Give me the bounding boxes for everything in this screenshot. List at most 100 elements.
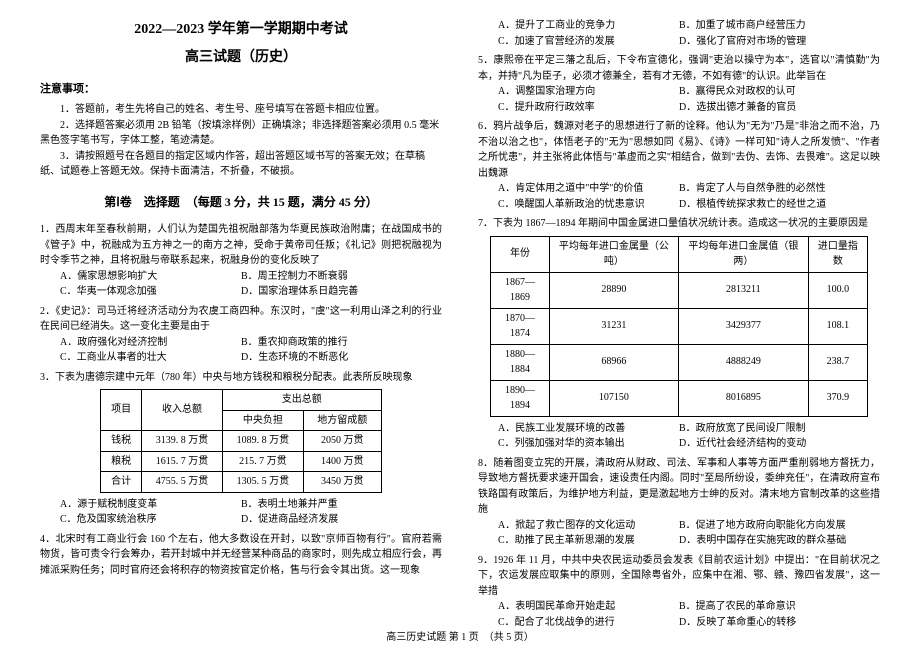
q6-opt-d: D．根植传统探求救亡的经世之道: [679, 197, 880, 213]
q8-opt-d: D．表明中国存在实施宪政的群众基础: [679, 533, 880, 549]
t1-r2c2: 1615. 7 万贯: [142, 451, 223, 472]
q5-opt-b: B．赢得民众对政权的认可: [679, 84, 880, 100]
q7-opt-d: D．近代社会经济结构的变动: [679, 436, 880, 452]
page-footer: 高三历史试题 第 1 页 （共 5 页）: [0, 628, 920, 643]
q1: 1．西周末年至春秋前期，人们认为楚国先祖祝融部落为华夏民族政治附庸；在战国成书的…: [40, 222, 442, 300]
q4: 4．北宋时有工商业行会 160 个左右，他大多数设在开封，以致"京师百物有行"。…: [40, 532, 442, 579]
q5-opt-a: A．调整国家治理方向: [478, 84, 679, 100]
t1-h1: 项目: [101, 390, 142, 431]
t1-r3c3: 1305. 5 万贯: [222, 472, 303, 493]
q3-table: 项目 收入总额 支出总额 中央负担 地方留成额 钱税 3139. 8 万贯 10…: [100, 389, 381, 493]
q2-opt-c: C．工商业从事者的壮大: [40, 350, 241, 366]
q3-stem: 3．下表为唐德宗建中元年（780 年）中央与地方钱税和粮税分配表。此表所反映现象: [40, 370, 442, 386]
notice-item-2: 2．选择题答案必须用 2B 铅笔（按填涂样例）正确填涂；非选择题答案必须用 0.…: [40, 118, 442, 148]
t2-r1c4: 100.0: [808, 272, 867, 308]
t2-r3c3: 4888249: [678, 344, 808, 380]
q4-opt-a: A．提升了工商业的竞争力: [478, 18, 679, 34]
t2-r2c3: 3429377: [678, 308, 808, 344]
notice-item-3: 3．请按照题号在各题目的指定区域内作答，超出答题区域书写的答案无效；在草稿纸、试…: [40, 149, 442, 179]
part1-title: 第Ⅰ卷 选择题 （每题 3 分，共 15 题，满分 45 分）: [40, 193, 442, 210]
q4-opt-b: B．加重了城市商户经营压力: [679, 18, 880, 34]
t1-r1c3: 1089. 8 万贯: [222, 431, 303, 452]
q5-options: A．调整国家治理方向 B．赢得民众对政权的认可 C．提升政府行政效率 D．选拔出…: [478, 84, 880, 115]
q6-opt-c: C．唤醒国人革新政治的忧患意识: [478, 197, 679, 213]
q9-options: A．表明国民革命开始走起 B．提高了农民的革命意识 C．配合了北伐战争的进行 D…: [478, 599, 880, 630]
q9-stem: 9．1926 年 11 月，中共中央农民运动委员会发表《目前农运计划》中提出："…: [478, 553, 880, 600]
notice-head: 注意事项：: [40, 80, 442, 96]
q1-opt-b: B．周王控制力不断衰弱: [241, 269, 442, 285]
q5-opt-c: C．提升政府行政效率: [478, 100, 679, 116]
q2: 2．《史记》：司马迁将经济活动分为农虞工商四种。东汉时，"虞"这一利用山泽之利的…: [40, 304, 442, 366]
t1-r1c2: 3139. 8 万贯: [142, 431, 223, 452]
t2-r3c2: 68966: [549, 344, 678, 380]
q5-stem: 5．康熙帝在平定三藩之乱后，下令布宣德化，强调"吏治以操守为本"，选官以"清慎勤…: [478, 53, 880, 84]
q1-stem: 1．西周末年至春秋前期，人们认为楚国先祖祝融部落为华夏民族政治附庸；在战国成书的…: [40, 222, 442, 269]
q4-stem: 4．北宋时有工商业行会 160 个左右，他大多数设在开封，以致"京师百物有行"。…: [40, 532, 442, 579]
q6: 6．鸦片战争后，魏源对老子的思想进行了新的诠释。他认为"无为"乃是"非治之而不治…: [478, 119, 880, 212]
q2-stem: 2．《史记》：司马迁将经济活动分为农虞工商四种。东汉时，"虞"这一利用山泽之利的…: [40, 304, 442, 335]
t1-r3c2: 4755. 5 万贯: [142, 472, 223, 493]
q8-opt-a: A．掀起了救亡图存的文化运动: [478, 518, 679, 534]
t1-h5: 地方留成额: [303, 410, 381, 431]
t2-r1c3: 2813211: [678, 272, 808, 308]
t1-h3: 支出总额: [222, 390, 381, 411]
q2-opt-a: A．政府强化对经济控制: [40, 335, 241, 351]
q6-options: A．肯定体用之道中"中学"的价值 B．肯定了人与自然争胜的必然性 C．唤醒国人革…: [478, 181, 880, 212]
t1-r2c4: 1400 万贯: [303, 451, 381, 472]
t2-r4c2: 107150: [549, 380, 678, 416]
t1-r2c1: 粮税: [101, 451, 142, 472]
q9: 9．1926 年 11 月，中共中央农民运动委员会发表《目前农运计划》中提出："…: [478, 553, 880, 631]
t1-r3c1: 合计: [101, 472, 142, 493]
q1-opt-c: C．华夷一体观念加强: [40, 284, 241, 300]
t2-h4: 进口量指数: [808, 236, 867, 272]
t2-r1c1: 1867—1869: [491, 272, 550, 308]
t2-r2c1: 1870—1874: [491, 308, 550, 344]
right-column: A．提升了工商业的竞争力 B．加重了城市商户经营压力 C．加速了官营经济的发展 …: [460, 18, 890, 641]
t2-h2: 平均每年进口金属量（公吨）: [549, 236, 678, 272]
q9-opt-a: A．表明国民革命开始走起: [478, 599, 679, 615]
q2-opt-b: B．重农抑商政策的推行: [241, 335, 442, 351]
t2-r3c4: 238.7: [808, 344, 867, 380]
q7-opt-b: B．政府放宽了民间设厂限制: [679, 421, 880, 437]
q9-opt-b: B．提高了农民的革命意识: [679, 599, 880, 615]
q6-stem: 6．鸦片战争后，魏源对老子的思想进行了新的诠释。他认为"无为"乃是"非治之而不治…: [478, 119, 880, 181]
q7-opt-a: A．民族工业发展环境的改善: [478, 421, 679, 437]
q6-opt-a: A．肯定体用之道中"中学"的价值: [478, 181, 679, 197]
t1-r1c4: 2050 万贯: [303, 431, 381, 452]
q1-opt-a: A．儒家思想影响扩大: [40, 269, 241, 285]
q4-options: A．提升了工商业的竞争力 B．加重了城市商户经营压力 C．加速了官营经济的发展 …: [478, 18, 880, 49]
q3-options: A．源于赋税制度变革 B．表明土地兼并严重 C．危及国家统治秩序 D．促进商品经…: [40, 497, 442, 528]
q4-opt-d: D．强化了官府对市场的管理: [679, 34, 880, 50]
q3-opt-c: C．危及国家统治秩序: [40, 512, 241, 528]
t2-r2c2: 31231: [549, 308, 678, 344]
q8-opt-c: C．助推了民主革新思潮的发展: [478, 533, 679, 549]
q7-options: A．民族工业发展环境的改善 B．政府放宽了民间设厂限制 C．列强加强对华的资本输…: [478, 421, 880, 452]
q2-options: A．政府强化对经济控制 B．重农抑商政策的推行 C．工商业从事者的壮大 D．生态…: [40, 335, 442, 366]
left-column: 2022—2023 学年第一学期期中考试 高三试题（历史） 注意事项： 1．答题…: [30, 18, 460, 641]
main-title: 2022—2023 学年第一学期期中考试: [40, 18, 442, 38]
t1-h2: 收入总额: [142, 390, 223, 431]
exam-page: 2022—2023 学年第一学期期中考试 高三试题（历史） 注意事项： 1．答题…: [0, 0, 920, 651]
t1-r3c4: 3450 万贯: [303, 472, 381, 493]
q7: 7．下表为 1867—1894 年期间中国金属进口量值状况统计表。造成这一状况的…: [478, 216, 880, 452]
t2-r4c3: 8016895: [678, 380, 808, 416]
t1-r2c3: 215. 7 万贯: [222, 451, 303, 472]
q8-stem: 8．随着图变立宪的开展，清政府从财政、司法、军事和人事等方面严重削弱地方督抚力，…: [478, 456, 880, 518]
q8-opt-b: B．促进了地方政府向职能化方向发展: [679, 518, 880, 534]
sub-title: 高三试题（历史）: [40, 46, 442, 66]
t2-r3c1: 1880—1884: [491, 344, 550, 380]
q4-opts-block: A．提升了工商业的竞争力 B．加重了城市商户经营压力 C．加速了官营经济的发展 …: [478, 18, 880, 49]
t2-r2c4: 108.1: [808, 308, 867, 344]
t2-r4c4: 370.9: [808, 380, 867, 416]
q2-opt-d: D．生态环境的不断恶化: [241, 350, 442, 366]
q7-stem: 7．下表为 1867—1894 年期间中国金属进口量值状况统计表。造成这一状况的…: [478, 216, 880, 232]
q8-options: A．掀起了救亡图存的文化运动 B．促进了地方政府向职能化方向发展 C．助推了民主…: [478, 518, 880, 549]
q1-options: A．儒家思想影响扩大 B．周王控制力不断衰弱 C．华夷一体观念加强 D．国家治理…: [40, 269, 442, 300]
q7-table: 年份 平均每年进口金属量（公吨） 平均每年进口金属值（银两） 进口量指数 186…: [490, 236, 868, 417]
q7-opt-c: C．列强加强对华的资本输出: [478, 436, 679, 452]
q3-opt-b: B．表明土地兼并严重: [241, 497, 442, 513]
t2-h1: 年份: [491, 236, 550, 272]
t1-r1c1: 钱税: [101, 431, 142, 452]
q5: 5．康熙帝在平定三藩之乱后，下令布宣德化，强调"吏治以操守为本"，选官以"清慎勤…: [478, 53, 880, 115]
t2-r1c2: 28890: [549, 272, 678, 308]
